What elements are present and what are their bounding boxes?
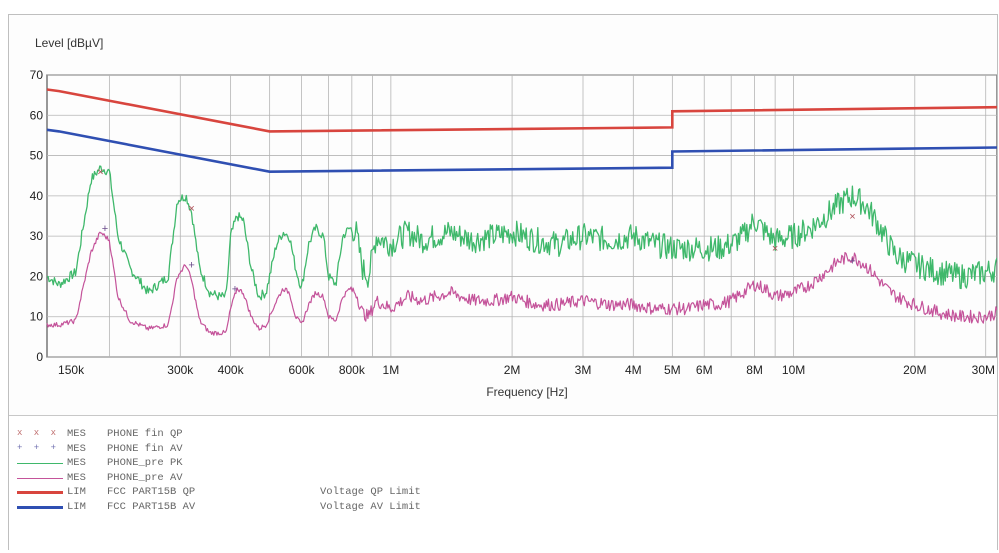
marker-qp: × — [97, 167, 103, 179]
legend-name: PHONE fin QP — [107, 428, 183, 440]
x-axis-label: Frequency [Hz] — [486, 385, 567, 399]
legend-name: PHONE_pre PK — [107, 457, 183, 470]
emission-chart: Level [dBµV] Frequency [Hz] × × × × + + + + 0 10… — [30, 36, 998, 399]
marker-av: + — [849, 255, 855, 267]
legend-symbol — [15, 486, 65, 500]
legend-name: FCC PART15B QP — [107, 486, 196, 499]
y-tick-label: 10 — [30, 310, 44, 324]
legend-type: MES — [67, 471, 86, 484]
x-tick-label: 3M — [575, 363, 592, 377]
x-tick-label: 10M — [782, 363, 805, 377]
x-tick-label: 20M — [903, 363, 926, 377]
x-tick-label: 6M — [696, 363, 713, 377]
legend-name: FCC PART15B AV — [107, 501, 196, 513]
legend-type: MES — [67, 457, 86, 470]
chart-frame: Level [dBµV] Frequency [Hz] × × × × + + + + 0 10… — [8, 14, 998, 550]
y-tick-label: 60 — [30, 108, 44, 122]
y-tick-label: 20 — [30, 269, 44, 283]
series-pre-av — [46, 231, 998, 336]
legend-description: Voltage AV Limit — [320, 501, 421, 513]
grid — [46, 74, 998, 358]
marker-av: + — [102, 223, 108, 235]
legend-type: MES — [67, 442, 86, 455]
legend-symbol — [15, 457, 65, 471]
x-tick-label: 1M — [383, 363, 400, 377]
x-tick-label: 2M — [504, 363, 521, 377]
x-tick-label: 30M — [972, 363, 995, 377]
legend-type: LIM — [67, 501, 86, 513]
limit-av-line — [46, 128, 998, 174]
legend-symbol: x x x — [15, 428, 65, 442]
series-pre-pk — [47, 165, 998, 301]
x-tick-label: 4M — [625, 363, 642, 377]
marker-layer: × × × × + + + + — [97, 167, 855, 296]
x-tick-label: 400k — [218, 363, 245, 377]
legend-marker-glyphs: x x x — [17, 428, 60, 438]
legend-line — [17, 477, 63, 479]
x-tick-label: 300k — [167, 363, 194, 377]
legend-symbol — [15, 472, 65, 486]
y-tick-label: 40 — [30, 189, 44, 203]
tick-labels: 0 10 20 30 40 50 60 70 150k 300k 400k 600k 800k 1M 2M 3… — [30, 68, 995, 377]
legend-marker-glyphs: + + + — [17, 442, 60, 453]
legend-line — [17, 506, 63, 509]
legend-line — [17, 463, 63, 465]
x-tick-label: 5M — [664, 363, 681, 377]
legend-symbol — [15, 501, 65, 515]
y-tick-label: 0 — [36, 350, 43, 364]
legend-description: Voltage QP Limit — [320, 486, 421, 499]
legend: x x x MES PHONE fin QP + + + MES PHONE fin AV… — [9, 415, 997, 550]
series-layer — [46, 88, 998, 336]
legend-symbol: + + + — [15, 443, 65, 457]
y-tick-label: 50 — [30, 149, 44, 163]
x-tick-label: 800k — [339, 363, 366, 377]
y-axis-label: Level [dBµV] — [35, 36, 103, 50]
x-tick-label: 600k — [289, 363, 316, 377]
legend-type: LIM — [67, 486, 86, 499]
marker-qp: × — [188, 203, 194, 215]
x-tick-label: 8M — [746, 363, 763, 377]
legend-line — [17, 491, 63, 495]
x-tick-label: 150k — [58, 363, 85, 377]
marker-av: + — [232, 284, 238, 296]
legend-name: PHONE fin AV — [107, 442, 183, 455]
marker-qp: × — [849, 211, 855, 223]
marker-qp: × — [772, 243, 778, 255]
marker-av: + — [188, 259, 194, 271]
limit-qp-line — [46, 88, 998, 133]
y-tick-label: 70 — [30, 68, 44, 82]
legend-type: MES — [67, 428, 86, 440]
legend-name: PHONE_pre AV — [107, 471, 183, 484]
y-tick-label: 30 — [30, 229, 44, 243]
